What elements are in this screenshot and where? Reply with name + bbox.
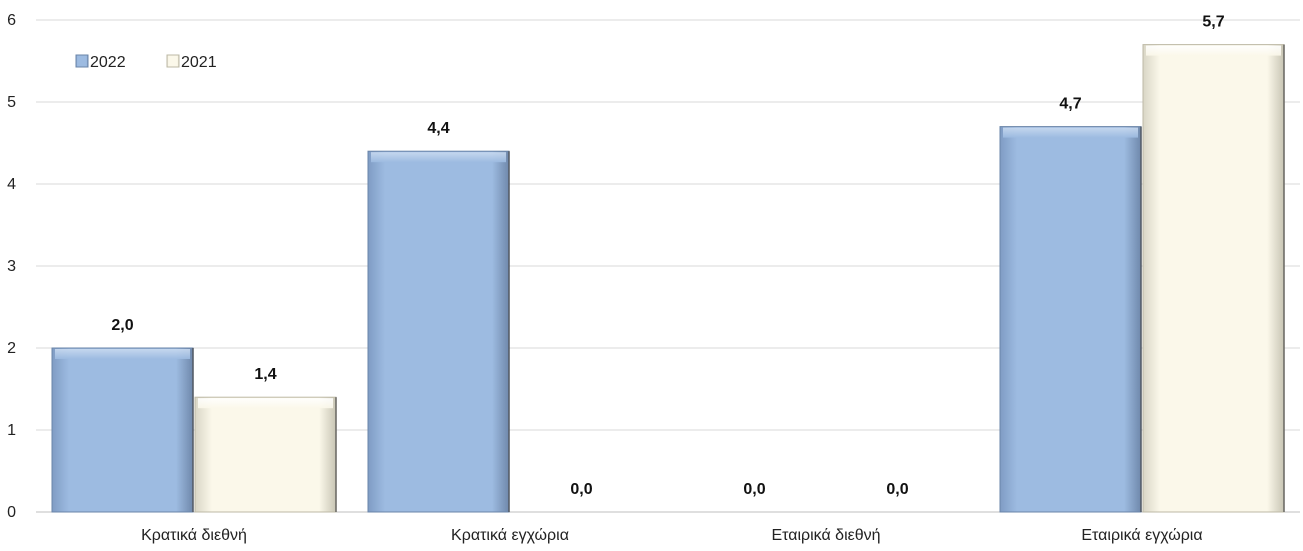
data-label-2022-3: 0,0 [743,481,765,498]
y-tick-label: 6 [7,12,16,29]
y-tick-label: 2 [7,340,16,357]
bar-2022-1 [51,347,194,513]
legend-swatch-2022 [75,54,89,68]
y-tick-label: 1 [7,422,16,439]
legend-item-2021: 2021 [166,54,217,71]
data-label-2022-1: 2,0 [111,317,133,334]
bar-2022-4 [999,126,1142,513]
data-label-2021-1: 1,4 [254,366,276,383]
y-tick-label: 0 [7,504,16,521]
y-tick-label: 3 [7,258,16,275]
legend-item-2022: 2022 [75,54,126,71]
x-tick-label: Εταιρικά εγχώρια [1081,527,1202,544]
y-tick-label: 5 [7,94,16,111]
x-tick-label: Κρατικά εγχώρια [451,527,569,544]
bar-2022-2 [367,150,510,513]
data-label-2021-3: 0,0 [886,481,908,498]
legend-label-2021: 2021 [181,54,217,71]
data-label-2022-4: 4,7 [1059,96,1081,113]
x-tick-label: Κρατικά διεθνή [141,527,247,544]
data-label-2021-2: 0,0 [570,481,592,498]
x-tick-label: Εταιρικά διεθνή [771,527,880,544]
data-label-2021-4: 5,7 [1202,14,1224,31]
y-tick-label: 4 [7,176,16,193]
legend-label-2022: 2022 [90,54,126,71]
bar-2021-1 [194,396,337,513]
legend-swatch-2021 [166,54,180,68]
data-label-2022-2: 4,4 [427,120,449,137]
bar-2021-4 [1142,44,1285,513]
